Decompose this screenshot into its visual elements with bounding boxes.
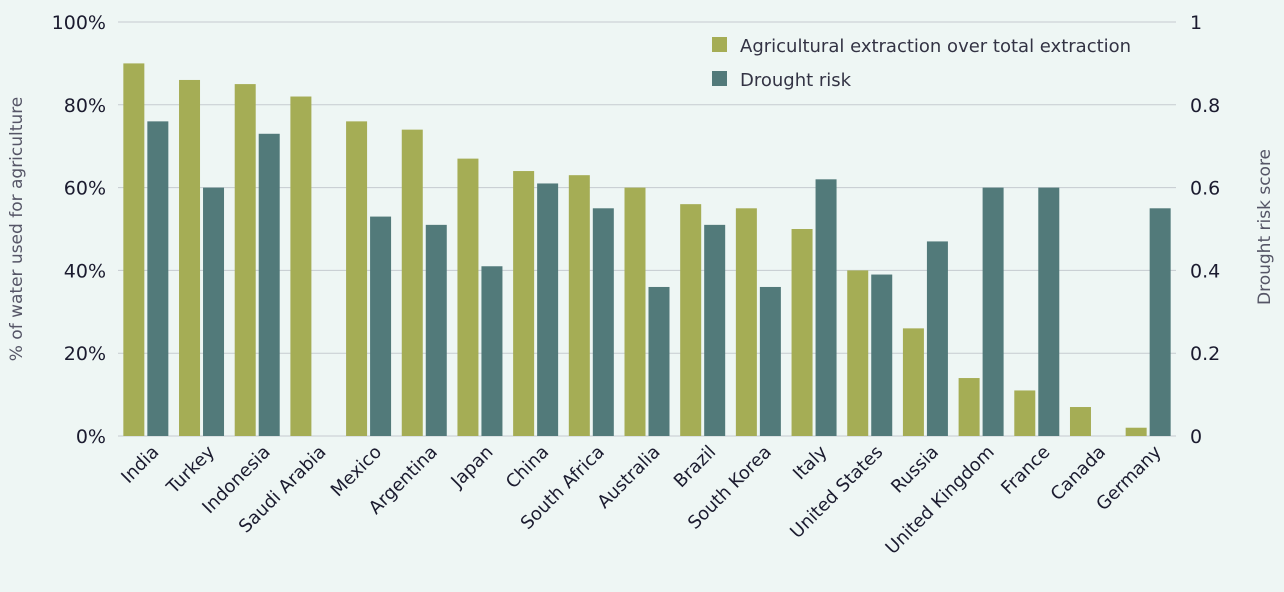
y-axis-left-ticks: 0% 20% 40% 60% 80% 100% <box>52 12 106 448</box>
y-axis-right-title: Drought risk score <box>1255 149 1275 305</box>
y-axis-right-tick-label: 0.2 <box>1190 343 1220 365</box>
bar-agricultural-extraction <box>1125 427 1147 436</box>
bar-drought-risk <box>425 224 447 436</box>
bar-drought-risk <box>759 286 781 436</box>
x-axis-category-label: Brazil <box>670 442 720 492</box>
y-axis-right-tick-label: 0 <box>1190 426 1202 448</box>
bar-drought-risk <box>1149 208 1171 436</box>
bar-agricultural-extraction <box>791 229 813 436</box>
bar-drought-risk <box>815 179 837 436</box>
x-axis-category-label: India <box>117 442 163 488</box>
bar-drought-risk <box>1038 187 1060 436</box>
bar-drought-risk <box>648 286 670 436</box>
legend-label-drought-risk: Drought risk <box>740 70 852 91</box>
bar-drought-risk <box>982 187 1004 436</box>
x-axis-category-label: Russia <box>887 442 943 498</box>
bar-drought-risk <box>537 183 559 436</box>
bar-drought-risk <box>147 121 169 437</box>
bar-drought-risk <box>592 208 614 436</box>
bar-agricultural-extraction <box>179 79 201 437</box>
y-axis-left-tick-label: 100% <box>52 12 106 34</box>
y-axis-left-title: % of water used for agriculture <box>7 97 27 362</box>
bar-agricultural-extraction <box>958 378 980 436</box>
bar-agricultural-extraction <box>290 96 312 437</box>
legend-swatch-agricultural <box>712 37 727 52</box>
bar-agricultural-extraction <box>346 121 368 437</box>
bar-agricultural-extraction <box>401 129 423 436</box>
x-axis-category-label: Italy <box>789 441 832 484</box>
bar-drought-risk <box>481 266 503 436</box>
y-axis-left-tick-label: 40% <box>64 260 106 282</box>
y-axis-left-tick-label: 20% <box>64 343 106 365</box>
y-axis-left-tick-label: 60% <box>64 178 106 200</box>
bar-drought-risk <box>704 224 726 436</box>
bar-agricultural-extraction <box>234 84 256 436</box>
bar-agricultural-extraction <box>1069 407 1091 436</box>
bar-agricultural-extraction <box>457 158 479 436</box>
x-axis-category-label: Japan <box>446 442 497 493</box>
bar-agricultural-extraction <box>902 328 924 436</box>
legend: Agricultural extraction over total extra… <box>712 36 1131 91</box>
bars <box>123 63 1171 437</box>
y-axis-right-tick-label: 0.4 <box>1190 260 1220 282</box>
y-axis-right-tick-label: 0.6 <box>1190 178 1220 200</box>
bar-agricultural-extraction <box>847 270 869 436</box>
legend-label-agricultural: Agricultural extraction over total extra… <box>740 36 1131 57</box>
bar-agricultural-extraction <box>513 171 535 437</box>
x-axis-category-label: China <box>502 442 553 493</box>
bar-drought-risk <box>258 133 280 436</box>
bar-agricultural-extraction <box>680 204 702 436</box>
bar-agricultural-extraction <box>735 208 757 436</box>
bar-drought-risk <box>926 241 948 436</box>
bar-drought-risk <box>203 187 225 436</box>
bar-drought-risk <box>871 274 893 436</box>
y-axis-right-tick-label: 1 <box>1190 12 1202 34</box>
bar-drought-risk <box>370 216 392 436</box>
y-axis-right-tick-label: 0.8 <box>1190 95 1220 117</box>
bar-agricultural-extraction <box>568 175 590 436</box>
bar-agricultural-extraction <box>123 63 145 437</box>
y-axis-right-ticks: 0 0.2 0.4 0.6 0.8 1 <box>1190 12 1220 448</box>
y-axis-left-tick-label: 80% <box>64 95 106 117</box>
bar-agricultural-extraction <box>1014 390 1036 436</box>
y-axis-left-tick-label: 0% <box>76 426 106 448</box>
legend-swatch-drought-risk <box>712 71 727 86</box>
bar-agricultural-extraction <box>624 187 646 436</box>
